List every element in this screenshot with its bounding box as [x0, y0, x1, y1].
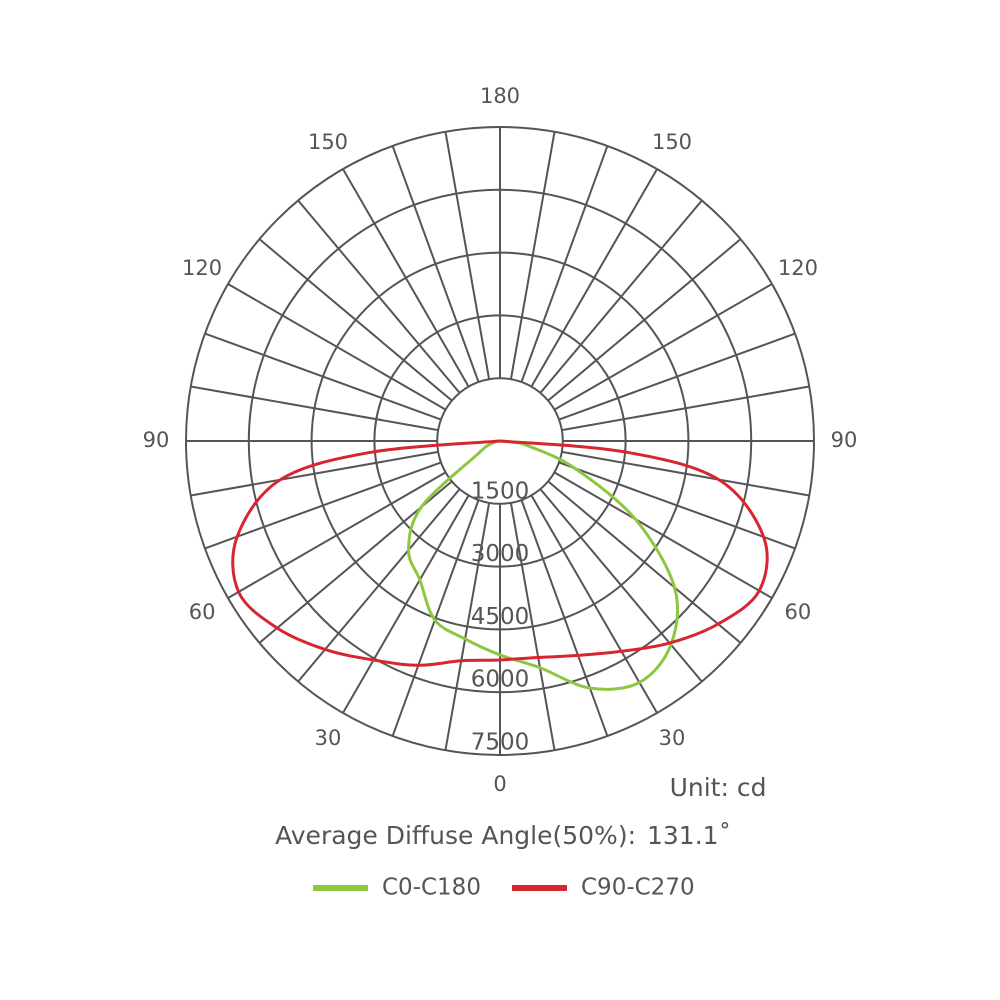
- unit-label: Unit: cd: [670, 773, 767, 802]
- angle-tick-label: 60: [189, 600, 216, 624]
- ring-line: [310, 251, 690, 631]
- radial-tick-label: 3000: [471, 541, 530, 567]
- series-line: [231, 439, 769, 667]
- annotation-text: Average Diffuse Angle(50%):: [275, 821, 636, 850]
- angle-tick-label: 90: [831, 428, 858, 452]
- legend-label: C0-C180: [382, 875, 481, 901]
- angle-tick-label: 120: [182, 256, 222, 280]
- angle-tick-label: 150: [652, 130, 692, 154]
- radial-tick-label: 6000: [471, 667, 530, 693]
- legend-label: C90-C270: [581, 875, 695, 901]
- annotation-value: 131.1˚: [647, 821, 731, 850]
- ring-line: [373, 314, 627, 568]
- angle-tick-label: 180: [480, 84, 520, 108]
- radial-tick-label: 4500: [471, 604, 530, 630]
- angle-tick-label: 150: [308, 130, 348, 154]
- series-line: [407, 439, 679, 691]
- angle-tick-label: 30: [315, 726, 342, 750]
- radial-tick-label: 7500: [471, 730, 530, 756]
- angle-tick-label: 60: [785, 600, 812, 624]
- angle-tick-label: 0: [493, 772, 506, 796]
- ring-line: [436, 377, 564, 505]
- angle-tick-label: 90: [143, 428, 170, 452]
- ring-line: [247, 188, 753, 694]
- angle-tick-label: 120: [778, 256, 818, 280]
- ring-line: [185, 126, 815, 756]
- angle-tick-label: 30: [659, 726, 686, 750]
- radial-tick-label: 1500: [471, 478, 530, 504]
